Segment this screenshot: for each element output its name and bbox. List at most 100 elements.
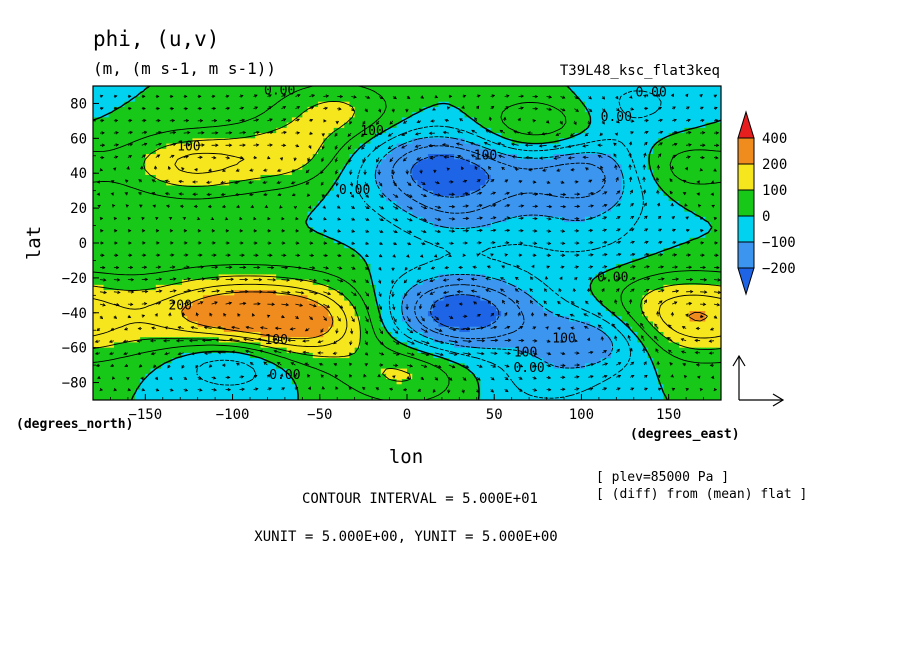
field-cell (516, 143, 523, 150)
field-cell (119, 269, 125, 275)
field-cell (218, 258, 225, 265)
field-cell (344, 206, 351, 213)
field-cell (108, 279, 115, 286)
field-cell (202, 159, 209, 166)
field-cell (286, 284, 293, 291)
field-cell (187, 180, 194, 187)
field-cell (365, 195, 371, 202)
field-cell (375, 154, 382, 160)
field-cell (407, 269, 413, 275)
field-cell (522, 232, 528, 239)
field-cell (621, 227, 628, 234)
field-cell (234, 269, 241, 275)
field-cell (412, 211, 419, 218)
field-cell (574, 112, 581, 118)
field-cell (140, 279, 146, 286)
field-cell (569, 269, 576, 275)
field-cell (318, 96, 324, 103)
field-cell (181, 237, 188, 244)
field-cell (98, 232, 105, 239)
field-cell (208, 86, 214, 92)
field-cell (192, 117, 199, 124)
field-cell (490, 232, 497, 239)
field-cell (161, 122, 167, 129)
field-cell (511, 169, 518, 176)
field-cell (323, 237, 330, 244)
field-cell (150, 169, 157, 176)
field-cell (710, 295, 717, 302)
field-cell (621, 243, 628, 249)
field-cell (129, 112, 136, 118)
field-cell (532, 269, 539, 275)
field-cell (532, 91, 539, 98)
field-cell (202, 96, 209, 103)
field-cell (637, 164, 644, 171)
field-cell (700, 222, 706, 228)
field-cell (642, 101, 649, 108)
field-cell (652, 248, 659, 255)
field-cell (375, 232, 382, 239)
field-cell (255, 248, 262, 255)
field-cell (495, 164, 502, 171)
field-cell (297, 106, 303, 113)
field-cell (354, 206, 361, 213)
field-cell (448, 258, 455, 265)
field-cell (632, 227, 638, 234)
field-cell (113, 101, 120, 108)
field-cell (417, 117, 424, 124)
field-cell (621, 143, 628, 150)
field-cell (715, 91, 721, 98)
field-cell (134, 206, 141, 213)
field-cell (689, 279, 696, 286)
field-cell (124, 148, 131, 155)
field-cell (380, 269, 387, 275)
field-cell (569, 164, 576, 171)
field-cell (663, 269, 670, 275)
field-cell (93, 258, 99, 265)
field-cell (171, 216, 178, 223)
field-cell (632, 180, 638, 187)
field-cell (527, 91, 534, 98)
field-cell (344, 112, 351, 118)
field-cell (213, 133, 220, 139)
field-cell (307, 148, 314, 155)
field-cell (223, 274, 230, 281)
field-cell (569, 222, 576, 228)
field-cell (202, 274, 209, 281)
field-cell (129, 159, 136, 166)
field-cell (532, 195, 539, 202)
field-cell (103, 117, 110, 124)
field-cell (333, 248, 340, 255)
field-cell (338, 201, 345, 207)
field-cell (276, 295, 282, 302)
field-cell (522, 195, 528, 202)
field-cell (501, 211, 508, 218)
field-cell (359, 112, 366, 118)
field-cell (234, 290, 241, 296)
field-cell (469, 243, 476, 249)
field-cell (155, 106, 162, 113)
field-cell (129, 295, 136, 302)
field-cell (134, 127, 141, 134)
field-cell (155, 127, 162, 134)
field-cell (642, 211, 649, 218)
field-cell (569, 263, 576, 270)
field-cell (626, 243, 633, 249)
field-cell (338, 216, 345, 223)
field-cell (642, 143, 649, 150)
field-cell (705, 237, 712, 244)
field-cell (516, 248, 523, 255)
field-cell (312, 206, 319, 213)
field-cell (438, 300, 445, 307)
field-cell (140, 263, 146, 270)
field-cell (354, 190, 361, 197)
field-cell (422, 248, 429, 255)
field-cell (663, 174, 670, 181)
field-cell (480, 253, 487, 260)
field-cell (642, 185, 649, 192)
field-cell (511, 216, 518, 223)
field-cell (208, 138, 214, 145)
field-cell (93, 253, 99, 260)
field-cell (145, 174, 152, 181)
field-cell (150, 106, 157, 113)
